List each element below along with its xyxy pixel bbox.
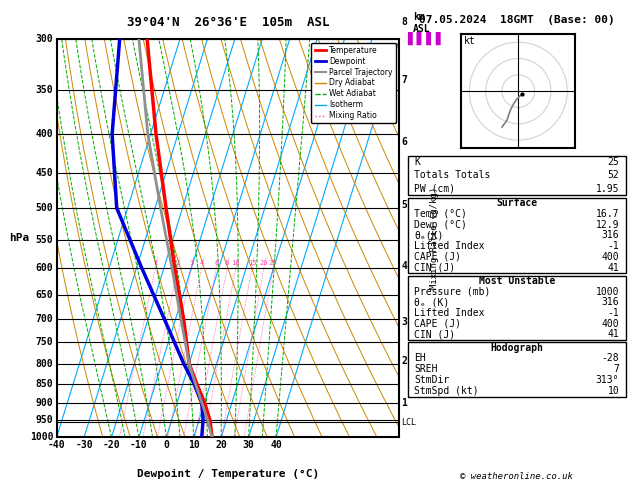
Text: Pressure (mb): Pressure (mb) bbox=[414, 287, 491, 296]
Text: 400: 400 bbox=[602, 319, 620, 329]
Text: 313°: 313° bbox=[596, 375, 620, 385]
Text: 3: 3 bbox=[401, 317, 407, 327]
Text: 25: 25 bbox=[269, 260, 277, 266]
Text: © weatheronline.co.uk: © weatheronline.co.uk bbox=[460, 472, 573, 481]
Text: CAPE (J): CAPE (J) bbox=[414, 319, 461, 329]
Text: Dewpoint / Temperature (°C): Dewpoint / Temperature (°C) bbox=[137, 469, 319, 479]
Text: 4: 4 bbox=[401, 260, 407, 271]
Text: LCL: LCL bbox=[401, 417, 416, 427]
Text: km
ASL: km ASL bbox=[413, 13, 431, 34]
Text: 450: 450 bbox=[36, 168, 53, 178]
Text: 900: 900 bbox=[36, 398, 53, 408]
Text: Lifted Index: Lifted Index bbox=[414, 308, 484, 318]
Text: Dewp (°C): Dewp (°C) bbox=[414, 220, 467, 230]
Text: Lifted Index: Lifted Index bbox=[414, 241, 484, 251]
Text: CIN (J): CIN (J) bbox=[414, 330, 455, 339]
Text: 800: 800 bbox=[36, 359, 53, 368]
Legend: Temperature, Dewpoint, Parcel Trajectory, Dry Adiabat, Wet Adiabat, Isotherm, Mi: Temperature, Dewpoint, Parcel Trajectory… bbox=[311, 43, 396, 123]
Text: 1.95: 1.95 bbox=[596, 184, 620, 194]
Text: 400: 400 bbox=[36, 129, 53, 139]
Text: 2: 2 bbox=[175, 260, 180, 266]
Text: -40: -40 bbox=[48, 440, 65, 450]
Text: SREH: SREH bbox=[414, 364, 438, 374]
Text: 10: 10 bbox=[608, 386, 620, 396]
Text: 6: 6 bbox=[214, 260, 218, 266]
Text: 8: 8 bbox=[225, 260, 229, 266]
Text: 2: 2 bbox=[401, 356, 407, 366]
Text: CAPE (J): CAPE (J) bbox=[414, 252, 461, 262]
Text: 1000: 1000 bbox=[596, 287, 620, 296]
Text: 750: 750 bbox=[36, 337, 53, 347]
Text: 3: 3 bbox=[189, 260, 194, 266]
Text: Totals Totals: Totals Totals bbox=[414, 171, 491, 180]
Text: 41: 41 bbox=[608, 263, 620, 273]
Text: 316: 316 bbox=[602, 230, 620, 241]
Text: 10: 10 bbox=[231, 260, 240, 266]
Text: 600: 600 bbox=[36, 263, 53, 273]
Text: 400: 400 bbox=[602, 252, 620, 262]
Text: 10: 10 bbox=[188, 440, 199, 450]
Text: 0: 0 bbox=[164, 440, 169, 450]
Text: 8: 8 bbox=[401, 17, 407, 27]
Text: StmSpd (kt): StmSpd (kt) bbox=[414, 386, 479, 396]
Text: 1: 1 bbox=[401, 398, 407, 408]
Text: 20: 20 bbox=[260, 260, 268, 266]
Text: 1000: 1000 bbox=[30, 433, 53, 442]
Text: -30: -30 bbox=[75, 440, 93, 450]
Text: 30: 30 bbox=[243, 440, 255, 450]
Text: ▌▌▌▌: ▌▌▌▌ bbox=[408, 32, 446, 45]
Text: -1: -1 bbox=[608, 241, 620, 251]
Text: θₑ (K): θₑ (K) bbox=[414, 297, 449, 307]
Text: 41: 41 bbox=[608, 330, 620, 339]
Text: 40: 40 bbox=[270, 440, 282, 450]
Text: 850: 850 bbox=[36, 379, 53, 389]
Text: CIN (J): CIN (J) bbox=[414, 263, 455, 273]
Text: 550: 550 bbox=[36, 235, 53, 244]
Text: 25: 25 bbox=[608, 157, 620, 167]
Text: kt: kt bbox=[464, 36, 476, 46]
Text: 39°04'N  26°36'E  105m  ASL: 39°04'N 26°36'E 105m ASL bbox=[127, 16, 329, 29]
Text: 52: 52 bbox=[608, 171, 620, 180]
Text: K: K bbox=[414, 157, 420, 167]
Text: 5: 5 bbox=[401, 200, 407, 209]
Text: 500: 500 bbox=[36, 203, 53, 213]
Text: 300: 300 bbox=[36, 34, 53, 44]
Text: 950: 950 bbox=[36, 416, 53, 425]
Text: 16.7: 16.7 bbox=[596, 209, 620, 219]
Text: 20: 20 bbox=[215, 440, 227, 450]
Text: -10: -10 bbox=[130, 440, 148, 450]
Text: 7: 7 bbox=[401, 75, 407, 86]
Text: 7: 7 bbox=[613, 364, 620, 374]
Text: Mixing Ratio (g/kg): Mixing Ratio (g/kg) bbox=[430, 187, 438, 289]
Text: 350: 350 bbox=[36, 85, 53, 95]
Text: 316: 316 bbox=[602, 297, 620, 307]
Text: -20: -20 bbox=[103, 440, 120, 450]
Text: 700: 700 bbox=[36, 314, 53, 324]
Text: 12.9: 12.9 bbox=[596, 220, 620, 230]
Text: Hodograph: Hodograph bbox=[490, 343, 543, 352]
Text: Surface: Surface bbox=[496, 198, 537, 208]
Text: 650: 650 bbox=[36, 290, 53, 300]
Text: StmDir: StmDir bbox=[414, 375, 449, 385]
Text: hPa: hPa bbox=[9, 233, 29, 243]
Text: θₑ(K): θₑ(K) bbox=[414, 230, 443, 241]
Text: 4: 4 bbox=[199, 260, 204, 266]
Text: -28: -28 bbox=[602, 353, 620, 364]
Text: 15: 15 bbox=[248, 260, 256, 266]
Text: 6: 6 bbox=[401, 137, 407, 147]
Text: 1: 1 bbox=[153, 260, 158, 266]
Text: Temp (°C): Temp (°C) bbox=[414, 209, 467, 219]
Text: 07.05.2024  18GMT  (Base: 00): 07.05.2024 18GMT (Base: 00) bbox=[419, 15, 615, 25]
Text: EH: EH bbox=[414, 353, 426, 364]
Text: Most Unstable: Most Unstable bbox=[479, 276, 555, 286]
Text: -1: -1 bbox=[608, 308, 620, 318]
Text: PW (cm): PW (cm) bbox=[414, 184, 455, 194]
